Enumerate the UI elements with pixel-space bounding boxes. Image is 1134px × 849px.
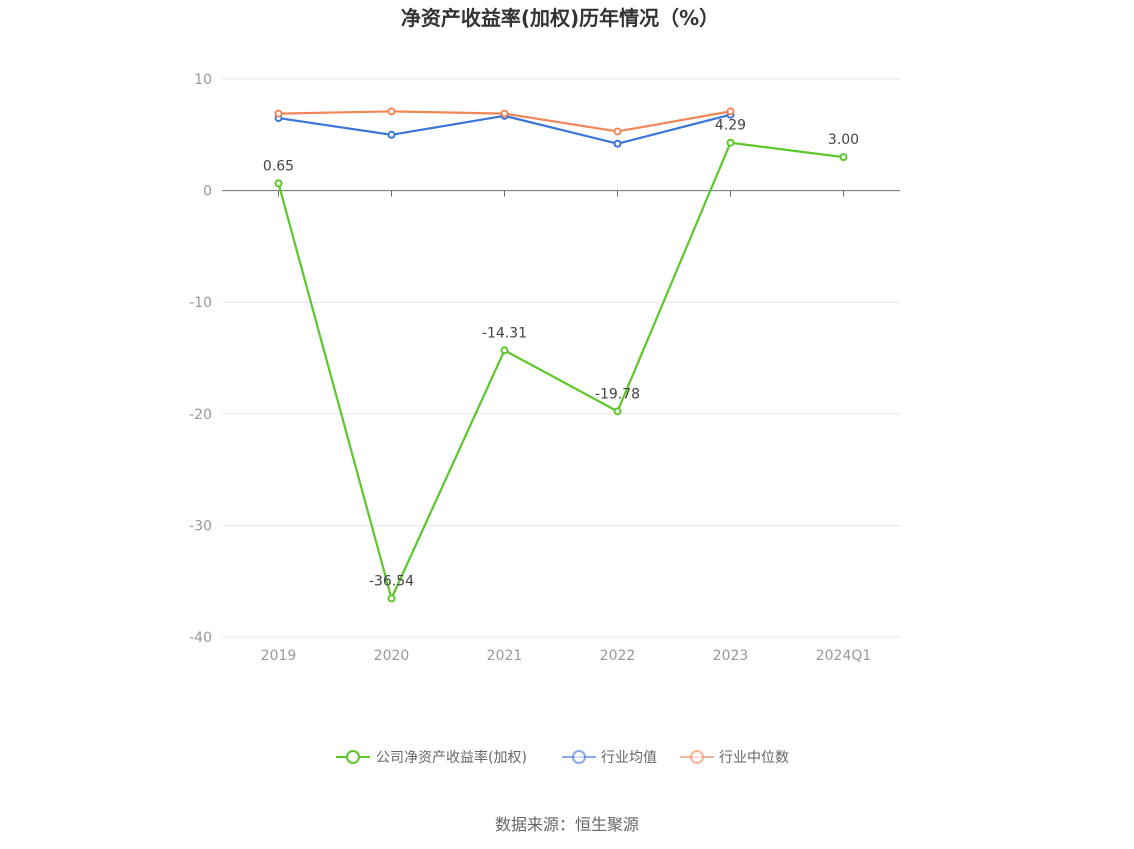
data-labels: 0.65 -36.54 -14.31 -19.78 4.29 3.00 — [263, 118, 859, 590]
legend-swatch-marker — [572, 750, 586, 764]
data-point[interactable] — [274, 109, 283, 118]
data-point[interactable] — [839, 153, 848, 162]
legend-label: 行业中位数 — [719, 750, 789, 766]
y-tick-label: 10 — [194, 72, 212, 88]
y-tick-label: -10 — [189, 295, 212, 311]
data-point[interactable] — [387, 107, 396, 116]
x-tick-label: 2022 — [600, 648, 636, 664]
series — [274, 107, 848, 603]
data-label: -36.54 — [369, 573, 414, 589]
legend-label: 公司净资产收益率(加权) — [376, 749, 527, 766]
data-point[interactable] — [274, 179, 283, 188]
legend[interactable]: 公司净资产收益率(加权) 行业均值 行业中位数 — [336, 749, 789, 766]
axes: 10 0 -10 -20 -30 -40 2019 2020 2021 2022 2023 2024Q… — [189, 72, 900, 664]
legend-swatch-marker — [690, 750, 704, 764]
data-point[interactable] — [613, 127, 622, 136]
x-tick-label: 2020 — [374, 648, 410, 664]
legend-item[interactable]: 行业中位数 — [680, 750, 789, 766]
y-tick-label: -40 — [189, 630, 212, 646]
series-line — [277, 141, 844, 600]
legend-item[interactable]: 公司净资产收益率(加权) — [336, 749, 527, 766]
data-label: -14.31 — [482, 325, 527, 341]
legend-item[interactable]: 行业均值 — [562, 750, 657, 766]
data-label: 3.00 — [828, 132, 859, 148]
x-tick-label: 2024Q1 — [816, 648, 872, 664]
data-point[interactable] — [500, 346, 509, 355]
data-point[interactable] — [500, 109, 509, 118]
data-point[interactable] — [387, 594, 396, 603]
x-tick-label: 2023 — [713, 648, 749, 664]
y-tick-label: 0 — [203, 184, 212, 200]
data-label: -19.78 — [595, 386, 640, 402]
chart-title: 净资产收益率(加权)历年情况（%） — [401, 6, 719, 30]
grid — [222, 78, 900, 638]
data-point[interactable] — [726, 107, 735, 116]
x-tick-label: 2021 — [487, 648, 523, 664]
y-tick-label: -20 — [189, 407, 212, 423]
y-tick-label: -30 — [189, 518, 212, 534]
legend-swatch-marker — [346, 750, 360, 764]
data-label: 4.29 — [715, 118, 746, 134]
x-tick-label: 2019 — [261, 648, 297, 664]
data-point[interactable] — [387, 130, 396, 139]
data-point[interactable] — [613, 139, 622, 148]
data-point[interactable] — [726, 138, 735, 147]
data-point[interactable] — [613, 407, 622, 416]
data-label: 0.65 — [263, 158, 294, 174]
legend-label: 行业均值 — [601, 750, 657, 766]
data-source: 数据来源：恒生聚源 — [495, 815, 639, 834]
